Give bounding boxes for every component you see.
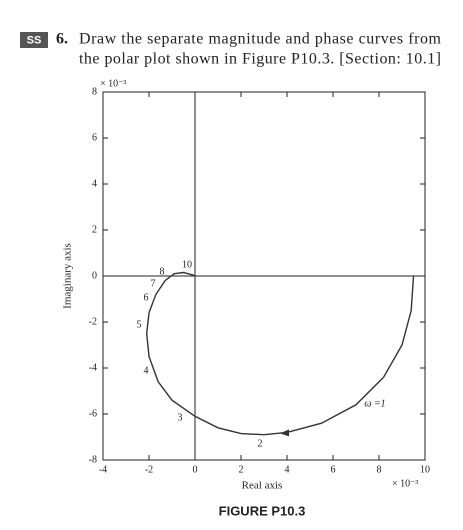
y-tick-label: -2 (89, 316, 97, 327)
curve-annotation: 2 (258, 438, 263, 449)
curve-annotation: 3 (178, 412, 183, 423)
x-scale-label: × 10⁻³ (392, 478, 418, 489)
curve-annotation: 6 (144, 292, 149, 303)
y-tick-label: -8 (89, 454, 97, 465)
figure-caption: FIGURE P10.3 (219, 503, 306, 518)
y-tick-label: 0 (92, 270, 97, 281)
curve-annotation: 10 (182, 259, 192, 270)
problem-number: 6. (56, 31, 68, 48)
curve-annotation: 5 (137, 319, 142, 330)
x-tick-label: 4 (285, 464, 290, 475)
x-tick-label: 2 (239, 464, 244, 475)
x-tick-label: -4 (99, 464, 107, 475)
curve-annotation: ω =1 (364, 398, 385, 409)
y-tick-label: 8 (92, 86, 97, 97)
y-tick-label: 6 (92, 132, 97, 143)
x-tick-label: 0 (193, 464, 198, 475)
badge-box (20, 32, 48, 48)
y-tick-label: 2 (92, 224, 97, 235)
x-axis-label: Real axis (242, 480, 283, 492)
curve-annotation: 4 (144, 365, 149, 376)
polar-curve (145, 271, 415, 436)
curve-annotation: 7 (151, 278, 156, 289)
problem-text: Draw the separate magnitude and phase cu… (79, 31, 442, 48)
x-tick-label: 6 (331, 464, 336, 475)
badge: SS (27, 34, 42, 46)
x-tick-label: 8 (377, 464, 382, 475)
y-scale-label: × 10⁻³ (100, 78, 126, 89)
y-axis-label: Imaginary axis (62, 243, 74, 309)
curve-annotation: 8 (160, 266, 165, 277)
direction-arrow (280, 429, 289, 437)
problem-text: the polar plot shown in Figure P10.3. [S… (79, 51, 441, 68)
y-tick-label: 4 (92, 178, 97, 189)
x-tick-label: -2 (145, 464, 153, 475)
y-tick-label: -4 (89, 362, 97, 373)
y-tick-label: -6 (89, 408, 97, 419)
x-tick-label: 10 (420, 464, 430, 475)
